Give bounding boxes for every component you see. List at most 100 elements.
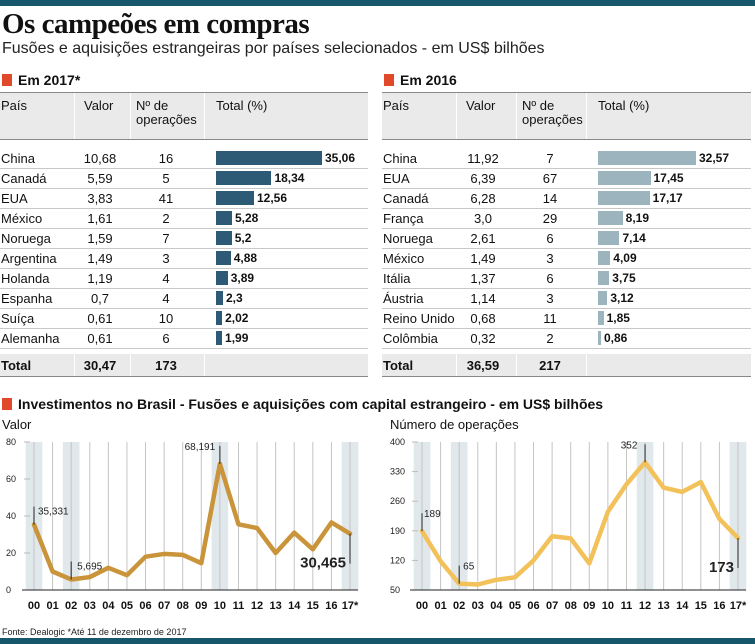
row-country: Holanda [1,271,50,286]
section-heading-2016: Em 2016 [384,72,457,88]
x-tick-label: 00 [28,600,40,612]
column-divider [516,354,517,376]
row-value: 3,83 [87,191,113,206]
table-row: EUA 6,39 67 17,45 [382,168,751,189]
table-row: México 1,61 2 5,28 [0,208,368,229]
row-country: EUA [1,191,28,206]
page-title: Os campeões em compras [2,8,310,40]
table-2016: País Valor Nº de operações Total (%) China 11… [382,92,751,380]
table-row: Canadá 5,59 5 18,34 [0,168,368,189]
percent-label: 1,99 [225,331,249,345]
row-country: México [1,211,43,226]
x-tick-label: 15 [307,600,319,612]
row-country: Canadá [1,171,47,186]
row-operations: 11 [543,311,557,326]
percent-label: 3,89 [230,271,255,285]
percent-bar [598,271,610,285]
header-value: Valor [466,98,496,113]
table-row: Canadá 6,28 14 17,17 [382,188,751,209]
section-marker-icon [384,74,394,86]
percent-bar [216,151,322,165]
row-value: 2,61 [470,231,496,246]
row-value: 6,39 [470,171,496,186]
line-chart-valor: 0 20 40 60 80 00 01 02 03 04 05 06 07 08 09 10 11 12 13 14 1… [6,437,359,612]
table-row: México 1,49 3 4,09 [382,248,751,269]
row-operations: 4 [162,291,170,306]
percent-label: 32,57 [699,151,730,165]
table-row: Alemanha 0,61 6 1,99 [0,328,368,349]
x-tick-label: 13 [270,600,282,612]
column-divider [456,93,457,139]
row-value: 0,61 [87,331,113,346]
row-value: 11,92 [467,151,499,166]
row-country: China [383,151,417,166]
x-tick-label: 02 [65,600,77,612]
table-row: Argentina 1,49 3 4,88 [0,248,368,269]
row-value: 1,49 [87,251,113,266]
y-tick-label: 60 [6,474,16,484]
table-row: China 10,68 16 35,06 [0,148,368,169]
percent-bar [216,211,232,225]
percent-label: 7,14 [622,231,646,245]
percent-label: 2,02 [225,311,249,325]
source-note: Fonte: Dealogic *Até 11 de dezembro de 2… [2,627,187,637]
percent-bar [216,271,228,285]
row-operations: 16 [158,151,174,166]
row-value: 3,0 [473,211,493,226]
column-divider [74,93,75,139]
percent-bar [598,191,650,205]
table-row: Itália 1,37 6 3,75 [382,268,751,289]
row-country: Áustria [383,291,424,306]
x-tick-label: 03 [84,600,96,612]
x-tick-label: 12 [639,600,651,612]
x-tick-label: 00 [416,600,428,612]
total-value: 30,47 [83,358,117,373]
x-tick-label: 05 [121,600,133,612]
y-tick-label: 50 [390,585,400,595]
page-subtitle: Fusões e aquisições estrangeiras por paí… [2,40,545,57]
x-tick-label: 16 [713,600,725,612]
row-value: 0,32 [470,331,496,346]
percent-bar [216,311,223,325]
row-operations: 3 [546,251,554,266]
column-divider [456,354,457,376]
x-tick-label: 14 [676,600,689,612]
percent-bar [216,291,223,305]
row-country: Argentina [1,251,57,266]
x-tick-label: 09 [195,600,207,612]
row-value: 5,59 [87,171,113,186]
table-total-row: Total 36,59 217 [382,354,751,377]
row-operations: 10 [158,311,174,326]
column-divider [204,93,205,139]
percent-label: 17,17 [652,191,683,205]
percent-bar [598,231,620,245]
row-operations: 6 [162,331,170,346]
row-country: Itália [383,271,411,286]
percent-label: 5,28 [234,211,259,225]
row-country: México [383,251,425,266]
row-value: 1,49 [470,251,496,266]
total-label: Total [383,358,414,373]
row-operations: 14 [542,191,558,206]
table-row: Noruega 2,61 6 7,14 [382,228,751,249]
section-heading-label: Em 2017* [18,72,81,88]
annotation-label: 35,331 [38,507,69,518]
row-value: 0,61 [87,311,113,326]
row-operations: 3 [546,291,554,306]
row-value: 6,28 [470,191,496,206]
percent-label: 0,86 [604,331,628,345]
row-country: Reino Unido [383,311,455,326]
percent-label: 12,56 [256,191,287,205]
header-total: Total (%) [598,98,650,113]
row-country: Espanha [1,291,53,306]
x-tick-label: 12 [251,600,263,612]
percent-bar [598,251,611,265]
annotation-label: 352 [621,440,638,451]
x-tick-label: 11 [233,600,245,612]
table-row: EUA 3,83 41 12,56 [0,188,368,209]
table-row: Holanda 1,19 4 3,89 [0,268,368,289]
total-operations: 173 [155,358,177,373]
row-operations: 2 [162,211,170,226]
row-country: China [1,151,35,166]
row-operations: 3 [162,251,170,266]
